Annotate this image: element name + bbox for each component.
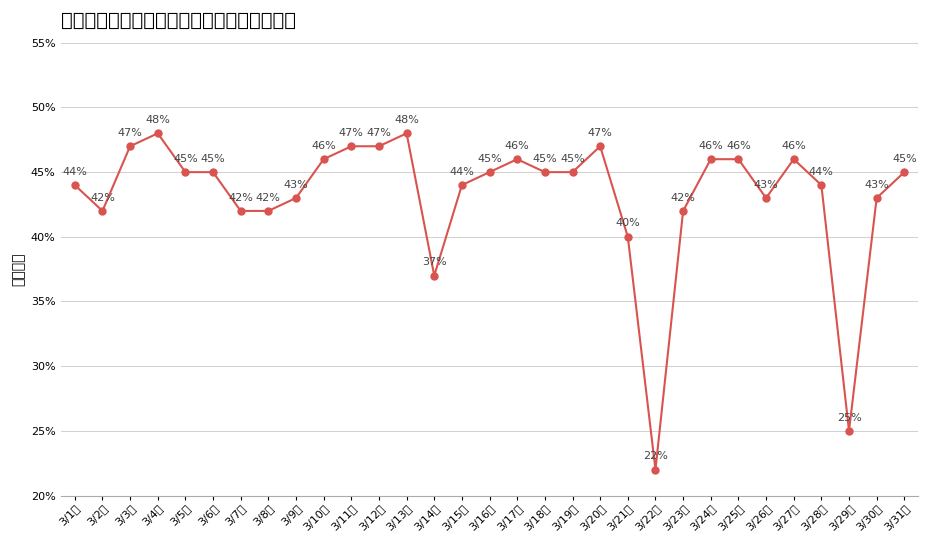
Text: 45%: 45% xyxy=(533,154,557,164)
Text: 46%: 46% xyxy=(505,141,529,151)
Text: 各企業・団体ごとの目標歩数達成率（日次）: 各企業・団体ごとの目標歩数達成率（日次） xyxy=(61,11,296,30)
Text: 43%: 43% xyxy=(753,180,778,190)
Text: 46%: 46% xyxy=(726,141,751,151)
Text: 25%: 25% xyxy=(837,413,861,422)
Text: 37%: 37% xyxy=(422,257,446,267)
Text: 42%: 42% xyxy=(256,193,281,203)
Text: 47%: 47% xyxy=(118,128,142,138)
Text: 44%: 44% xyxy=(62,167,87,176)
Y-axis label: 平均歩数: 平均歩数 xyxy=(11,252,25,286)
Text: 45%: 45% xyxy=(201,154,225,164)
Text: 44%: 44% xyxy=(809,167,834,176)
Text: 43%: 43% xyxy=(284,180,309,190)
Text: 46%: 46% xyxy=(698,141,724,151)
Text: 48%: 48% xyxy=(394,115,419,125)
Text: 46%: 46% xyxy=(781,141,806,151)
Text: 45%: 45% xyxy=(477,154,502,164)
Text: 47%: 47% xyxy=(339,128,364,138)
Text: 47%: 47% xyxy=(366,128,392,138)
Text: 43%: 43% xyxy=(864,180,889,190)
Text: 42%: 42% xyxy=(90,193,115,203)
Text: 40%: 40% xyxy=(616,218,640,229)
Text: 46%: 46% xyxy=(312,141,336,151)
Text: 45%: 45% xyxy=(892,154,917,164)
Text: 42%: 42% xyxy=(671,193,696,203)
Text: 22%: 22% xyxy=(643,451,668,462)
Text: 44%: 44% xyxy=(449,167,474,176)
Text: 48%: 48% xyxy=(145,115,170,125)
Text: 42%: 42% xyxy=(228,193,253,203)
Text: 47%: 47% xyxy=(588,128,613,138)
Text: 45%: 45% xyxy=(560,154,585,164)
Text: 45%: 45% xyxy=(173,154,198,164)
